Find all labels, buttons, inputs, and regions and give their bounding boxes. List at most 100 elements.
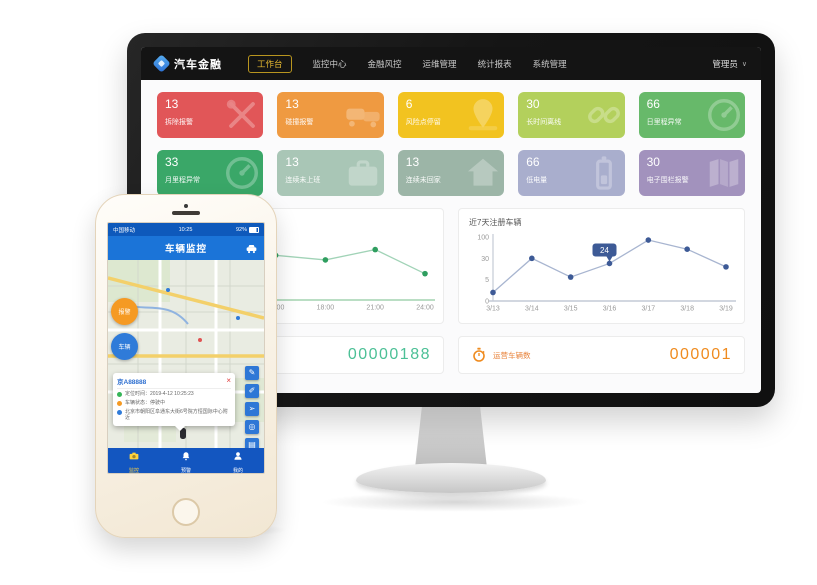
monitor-stand-neck bbox=[415, 404, 487, 468]
card-label: 拆除报警 bbox=[165, 119, 193, 126]
card-value: 33 bbox=[165, 155, 179, 169]
pointer-icon[interactable]: ➢ bbox=[245, 402, 259, 416]
stopwatch-icon bbox=[471, 346, 487, 364]
tab-label: 我的 bbox=[232, 467, 243, 474]
track-icon[interactable]: ✐ bbox=[245, 384, 259, 398]
pin-icon[interactable]: ◎ bbox=[245, 420, 259, 434]
card-value: 30 bbox=[646, 155, 660, 169]
battery-indicator: 92% bbox=[235, 226, 259, 233]
carrier-label: 中国移动 bbox=[113, 227, 136, 234]
operating-counter-panel: 运营车辆数 000001 bbox=[458, 336, 745, 374]
popup-text: 车辆状态：停驶中 bbox=[125, 399, 166, 406]
card-value: 13 bbox=[405, 155, 420, 169]
map-float-button-0[interactable]: 报警 bbox=[111, 298, 138, 325]
nav-item-2[interactable]: 金融风控 bbox=[367, 58, 402, 69]
chevron-down-icon: ∨ bbox=[741, 60, 747, 68]
svg-text:30: 30 bbox=[481, 256, 489, 263]
phone-screen: 中国移动 10:25 92% 车辆监控 bbox=[107, 222, 265, 474]
popup-row-0: 定位时间：2019-4-12 10:25:23 bbox=[117, 391, 231, 398]
svg-text:0: 0 bbox=[485, 299, 489, 306]
user-name: 管理员 bbox=[712, 58, 738, 69]
nav-item-1[interactable]: 监控中心 bbox=[312, 58, 347, 69]
status-time: 10:25 bbox=[178, 226, 193, 233]
nav-item-5[interactable]: 系统管理 bbox=[532, 58, 567, 69]
svg-text:3/13: 3/13 bbox=[486, 306, 500, 313]
link-icon bbox=[585, 96, 623, 134]
dashboard-screen: 汽车金融 工作台 监控中心 金融风控 运维管理 统计报表 系统管理 管理员 ∨ 13 拆除报… bbox=[141, 47, 761, 393]
card-label: 碰撞报警 bbox=[285, 119, 314, 126]
phone-camera-dot bbox=[184, 204, 188, 208]
edit-icon[interactable]: ✎ bbox=[245, 366, 259, 380]
svg-text:24:00: 24:00 bbox=[416, 305, 434, 312]
stat-card-4[interactable]: 66 日里程异常 bbox=[638, 92, 745, 138]
battery-icon bbox=[585, 154, 623, 192]
nav-item-3[interactable]: 运维管理 bbox=[422, 58, 457, 69]
tab-监控[interactable]: 监控 bbox=[108, 448, 160, 473]
stat-card-1[interactable]: 13 碰撞报警 bbox=[277, 92, 384, 138]
svg-text:3/16: 3/16 bbox=[603, 306, 617, 313]
card-label: 低电量 bbox=[526, 177, 548, 184]
card-value: 13 bbox=[285, 97, 299, 111]
svg-text:18:00: 18:00 bbox=[317, 305, 335, 312]
car-icon[interactable] bbox=[245, 242, 258, 255]
phone: 中国移动 10:25 92% 车辆监控 bbox=[95, 194, 277, 538]
card-label: 连续未上班 bbox=[285, 177, 321, 184]
phone-status-bar: 中国移动 10:25 92% bbox=[108, 223, 264, 236]
battery-icon bbox=[248, 226, 259, 233]
stat-card-5[interactable]: 33 月里程异常 bbox=[157, 150, 264, 196]
tab-label: 监控 bbox=[128, 467, 139, 474]
card-label: 连续未回家 bbox=[405, 177, 441, 184]
svg-text:21:00: 21:00 bbox=[366, 305, 384, 312]
gauge-icon bbox=[705, 96, 743, 134]
close-icon[interactable]: × bbox=[226, 376, 231, 385]
stat-card-8[interactable]: 66 低电量 bbox=[518, 150, 625, 196]
counter-label: 运营车辆数 bbox=[493, 350, 531, 360]
gauge-icon bbox=[223, 154, 261, 192]
map-float-buttons: 报警 车辆 bbox=[111, 298, 138, 360]
nav-item-4[interactable]: 统计报表 bbox=[477, 58, 512, 69]
house-icon bbox=[464, 154, 502, 192]
plate-number: 京A88888 bbox=[117, 379, 147, 386]
card-label: 长时间离线 bbox=[526, 119, 562, 126]
card-value: 6 bbox=[405, 97, 413, 111]
list-icon[interactable]: ▤ bbox=[245, 438, 259, 448]
brand-name: 汽车金融 bbox=[174, 58, 222, 71]
home-button[interactable] bbox=[172, 498, 200, 526]
popup-rows: 定位时间：2019-4-12 10:25:23 车辆状态：停驶中北京市朝阳区阜通东… bbox=[117, 391, 231, 422]
stat-card-9[interactable]: 30 电子围栏报警 bbox=[638, 150, 745, 196]
nav-item-0[interactable]: 工作台 bbox=[248, 54, 292, 73]
monitor-shadow bbox=[320, 492, 590, 512]
phone-speaker bbox=[172, 211, 200, 215]
phone-title: 车辆监控 bbox=[164, 244, 207, 255]
card-value: 13 bbox=[165, 97, 179, 111]
card-label: 电子围栏报警 bbox=[646, 177, 689, 184]
user-menu[interactable]: 管理员 ∨ bbox=[712, 58, 747, 70]
clock-icon bbox=[117, 392, 122, 397]
svg-text:3/19: 3/19 bbox=[719, 306, 733, 313]
battery-percent: 92% bbox=[235, 226, 247, 233]
tab-label: 预警 bbox=[180, 467, 191, 474]
popup-text: 定位时间：2019-4-12 10:25:23 bbox=[125, 391, 194, 397]
briefcase-icon bbox=[344, 154, 382, 192]
camera-icon bbox=[129, 448, 139, 466]
map-float-button-1[interactable]: 车辆 bbox=[111, 333, 138, 360]
tools-icon bbox=[223, 96, 261, 134]
stat-card-3[interactable]: 30 长时间离线 bbox=[518, 92, 625, 138]
stat-card-7[interactable]: 13 连续未回家 bbox=[397, 150, 505, 196]
user-icon bbox=[233, 448, 243, 466]
popup-row-2: 北京市朝阳区阜通东大街6号院方恒国际中心附近 bbox=[117, 409, 231, 423]
tab-我的[interactable]: 我的 bbox=[212, 448, 264, 473]
tab-预警[interactable]: 预警 bbox=[160, 448, 212, 473]
nav-items: 工作台 监控中心 金融风控 运维管理 统计报表 系统管理 bbox=[248, 54, 712, 73]
monitor-stand-base bbox=[356, 463, 546, 493]
stat-card-6[interactable]: 13 连续未上班 bbox=[277, 150, 384, 196]
weekly-line-chart[interactable]: 0 5 30 100 3/13 3/14 3/15 3/16 3/17 3/18 3/19 24 bbox=[467, 229, 738, 315]
stat-card-0[interactable]: 13 拆除报警 bbox=[157, 92, 264, 138]
popup-text: 北京市朝阳区阜通东大街6号院方恒国际中心附近 bbox=[125, 408, 228, 422]
brand-logo-icon bbox=[152, 54, 171, 73]
card-label: 风险点停留 bbox=[405, 119, 441, 126]
map-canvas[interactable]: 报警车辆 京A88888 × 定位时间：2019-4-12 10:25:23 车辆… bbox=[108, 260, 264, 448]
stat-card-2[interactable]: 6 风险点停留 bbox=[397, 92, 505, 138]
map-tools: ✎✐➢◎▤✔ bbox=[245, 366, 259, 448]
